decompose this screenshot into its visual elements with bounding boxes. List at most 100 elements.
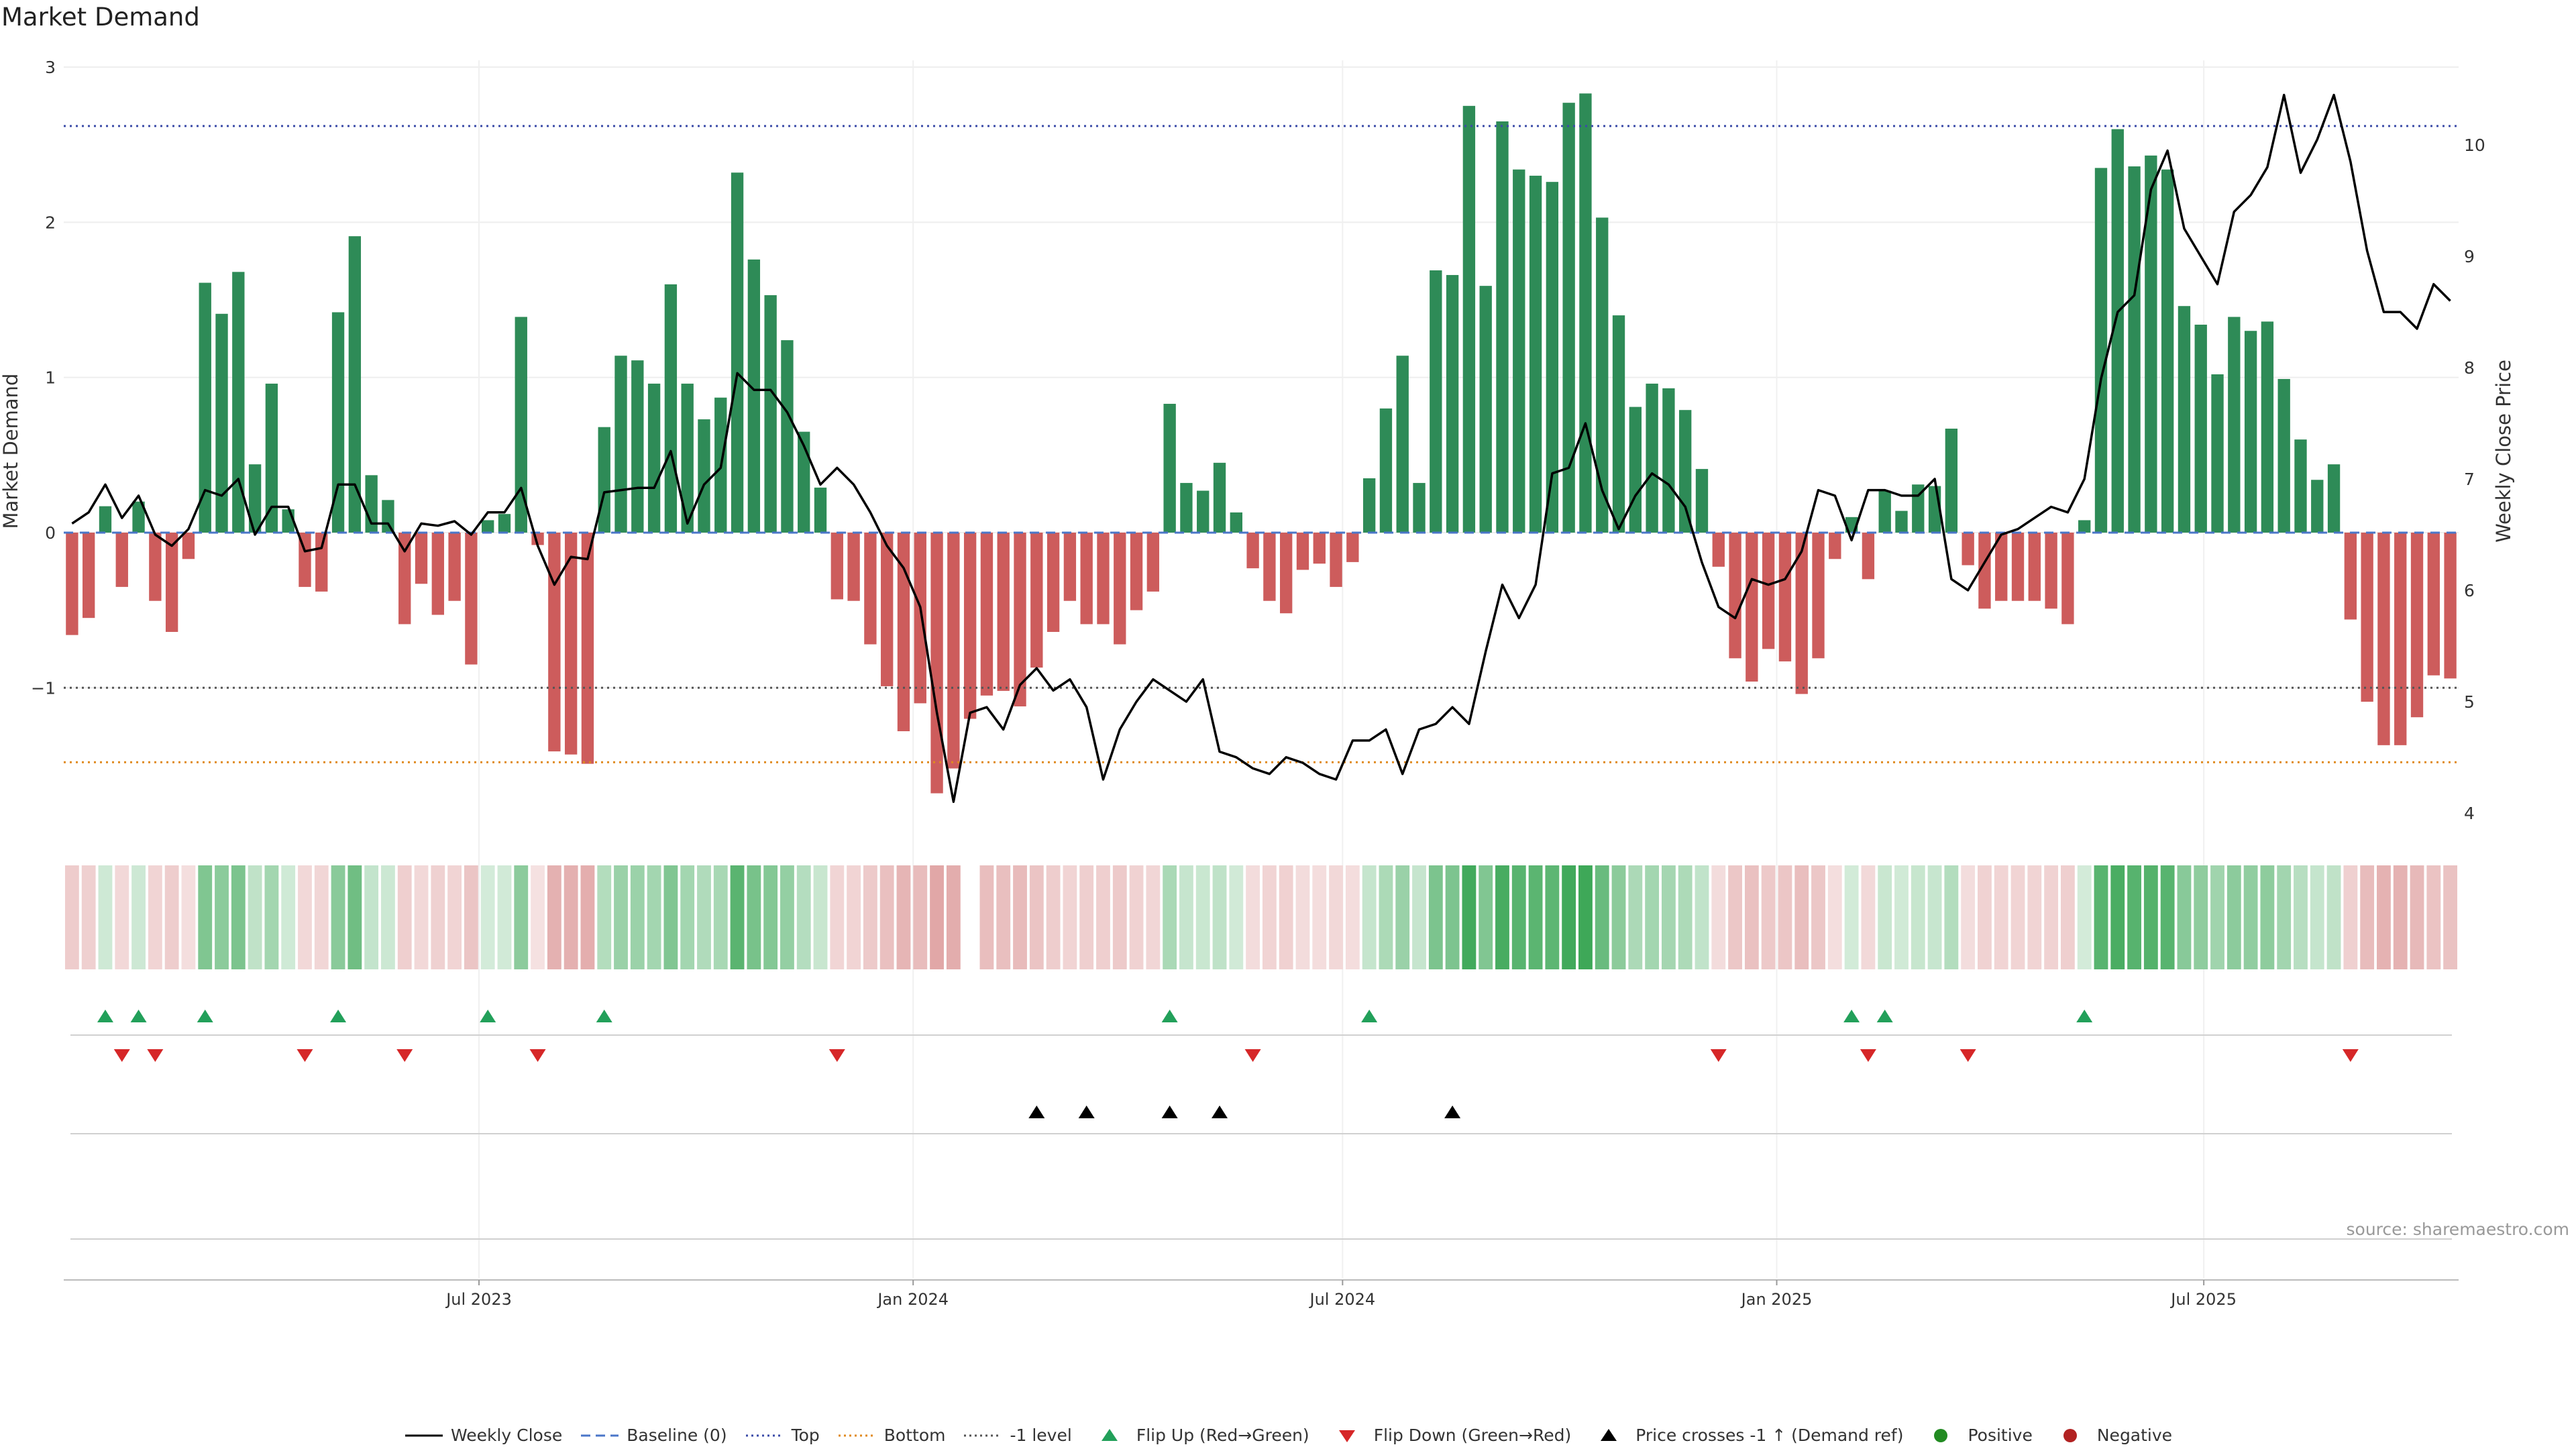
demand-bar [997, 532, 1010, 691]
legend-swatch-bottom [838, 1434, 876, 1436]
demand-strip-cell [879, 865, 894, 969]
demand-strip-cell [2094, 865, 2108, 969]
demand-strip-cell [1894, 865, 1909, 969]
demand-strip-cell [580, 865, 595, 969]
demand-bar [1230, 512, 1242, 533]
demand-bar [382, 500, 394, 533]
demand-strip-cell [464, 865, 478, 969]
demand-bar [448, 532, 461, 601]
demand-strip-cell [1096, 865, 1110, 969]
legend-item-minus_one: -1 level [963, 1426, 1072, 1445]
demand-strip-cell [2044, 865, 2059, 969]
demand-strip-cell [930, 865, 944, 969]
demand-strip-cell [1628, 865, 1643, 969]
flip-down-marker [1710, 1049, 1727, 1062]
demand-strip-cell [1911, 865, 1925, 969]
demand-strip-cell [1163, 865, 1177, 969]
demand-bar [1862, 532, 1875, 580]
demand-bar [2361, 532, 2373, 702]
demand-strip-cell [64, 865, 79, 969]
demand-bar [1945, 428, 1958, 533]
demand-strip-cell [713, 865, 728, 969]
demand-strip-cell [2060, 865, 2075, 969]
demand-bar [647, 383, 661, 533]
demand-strip-cell [780, 865, 794, 969]
legend-swatch-minus_one [964, 1434, 1002, 1436]
demand-bar [581, 532, 594, 764]
demand-bar [2111, 129, 2124, 533]
demand-strip-cell [1944, 865, 1959, 969]
demand-bar [232, 272, 245, 533]
demand-bar [1962, 532, 1974, 566]
demand-bar [99, 506, 112, 533]
demand-strip-cell [115, 865, 129, 969]
demand-bar [1063, 532, 1077, 601]
demand-strip-cell [730, 865, 745, 969]
demand-strip-cell [1212, 865, 1227, 969]
demand-bar [465, 532, 478, 665]
x-tick-label: Jul 2024 [1309, 1290, 1376, 1309]
demand-strip-cell [2143, 865, 2158, 969]
demand-bar [598, 427, 610, 533]
demand-strip-cell [2243, 865, 2258, 969]
flip-down-marker [828, 1049, 845, 1062]
demand-strip-cell [913, 865, 928, 969]
demand-bar [431, 532, 444, 615]
demand-strip-cell [1761, 865, 1776, 969]
demand-strip-cell [1246, 865, 1260, 969]
flip-up-marker [1361, 1010, 1378, 1022]
demand-bar [2128, 166, 2141, 533]
demand-strip-cell [1046, 865, 1061, 969]
legend-swatch-negative [2063, 1428, 2077, 1442]
demand-bar [1097, 532, 1110, 625]
y-tick-label: 3 [45, 58, 56, 77]
demand-strip-cell [514, 865, 529, 969]
demand-strip-cell [680, 865, 695, 969]
demand-bar [83, 532, 95, 619]
demand-bar [1646, 383, 1658, 533]
demand-bar [1263, 532, 1276, 601]
demand-bar [2061, 532, 2074, 625]
flip-down-marker [1244, 1049, 1261, 1062]
demand-strip-cell [264, 865, 279, 969]
demand-bar [1995, 532, 2008, 601]
demand-strip-cell [2377, 865, 2391, 969]
demand-bar [1662, 388, 1675, 533]
legend: Weekly Close Baseline (0) Top Bottom -1 leve… [0, 1426, 2576, 1445]
demand-strip-cell [2210, 865, 2224, 969]
demand-strip-cell [1013, 865, 1027, 969]
price-cross-marker [1078, 1106, 1095, 1118]
demand-strip-cell [1861, 865, 1876, 969]
demand-strip-cell [1362, 865, 1377, 969]
legend-item-cross: Price crosses -1 ↑ (Demand ref) [1589, 1426, 1903, 1445]
demand-strip-cell [314, 865, 329, 969]
demand-bar [1479, 286, 1492, 533]
demand-bar [564, 532, 578, 755]
demand-bar [1430, 270, 1442, 533]
demand-bar [1213, 462, 1226, 533]
demand-bar [1014, 532, 1026, 707]
demand-bar [698, 419, 710, 533]
demand-strip-cell [2393, 865, 2408, 969]
demand-strip-cell [531, 865, 545, 969]
demand-bar [482, 520, 494, 533]
demand-strip-cell [414, 865, 429, 969]
demand-bar [1163, 403, 1176, 533]
demand-strip-cell [1878, 865, 1892, 969]
demand-bar [614, 356, 627, 533]
flip-up-marker [1843, 1010, 1860, 1022]
demand-strip-cell [2360, 865, 2375, 969]
legend-label: Top [791, 1426, 820, 1445]
demand-strip-cell [1279, 865, 1293, 969]
demand-strip-cell [863, 865, 877, 969]
y2-tick-label: 10 [2464, 136, 2485, 155]
demand-bar [2045, 532, 2057, 609]
demand-strip-cell [1329, 865, 1343, 969]
demand-bar [331, 312, 345, 533]
demand-bar [1679, 410, 1692, 533]
flip-up-marker [330, 1010, 347, 1022]
demand-bar [1280, 532, 1293, 614]
demand-strip-cell [331, 865, 345, 969]
legend-label: -1 level [1010, 1426, 1072, 1445]
demand-strip-cell [347, 865, 362, 969]
